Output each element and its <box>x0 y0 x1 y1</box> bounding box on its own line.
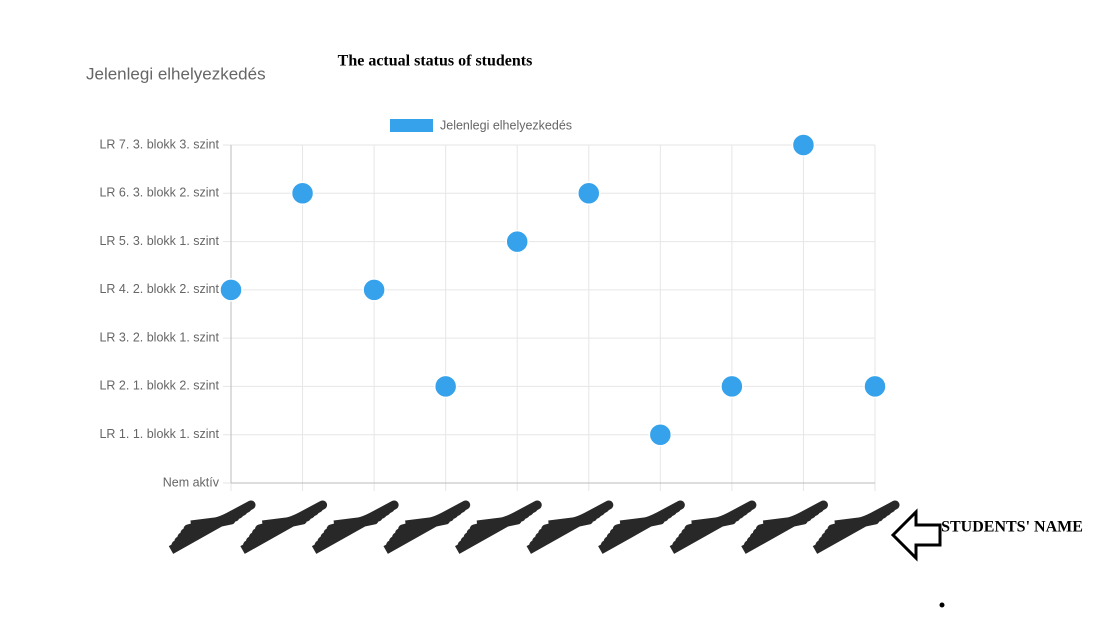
annotation: STUDENTS' NAME <box>941 519 1083 536</box>
redaction <box>741 500 828 554</box>
redaction <box>812 500 900 554</box>
redaction <box>240 500 328 554</box>
card-title: Jelenlegi elhelyezkedés <box>86 64 266 83</box>
y-tick-label: LR 6. 3. blokk 2. szint <box>99 186 219 200</box>
point <box>362 278 386 302</box>
y-tick-label: Nem aktív <box>163 475 220 489</box>
y-tick-label: LR 3. 2. blokk 1. szint <box>99 330 219 344</box>
dot <box>939 602 945 608</box>
redaction <box>383 500 471 554</box>
y-tick-label: LR 5. 3. blokk 1. szint <box>99 234 219 248</box>
point <box>433 374 458 399</box>
redaction <box>311 500 399 554</box>
y-tick-label: LR 2. 1. blokk 2. szint <box>99 379 219 393</box>
legend-label: Jelenlegi elhelyezkedés <box>440 118 572 132</box>
redaction <box>455 500 542 554</box>
point <box>648 422 673 447</box>
chart-title: The actual status of students <box>338 53 533 70</box>
redaction <box>669 500 757 554</box>
point <box>219 278 243 302</box>
point <box>290 181 315 206</box>
redaction <box>168 500 256 554</box>
point <box>863 374 887 399</box>
point <box>577 181 601 206</box>
y-tick-label: LR 4. 2. blokk 2. szint <box>99 282 219 296</box>
redaction <box>526 500 614 554</box>
point <box>505 229 529 254</box>
arrow <box>890 508 942 562</box>
y-tick-label: LR 7. 3. blokk 3. szint <box>99 137 219 151</box>
point <box>720 374 744 399</box>
legend-swatch <box>390 119 433 132</box>
redaction <box>598 500 685 554</box>
point <box>791 133 816 157</box>
y-tick-label: LR 1. 1. blokk 1. szint <box>99 427 219 441</box>
